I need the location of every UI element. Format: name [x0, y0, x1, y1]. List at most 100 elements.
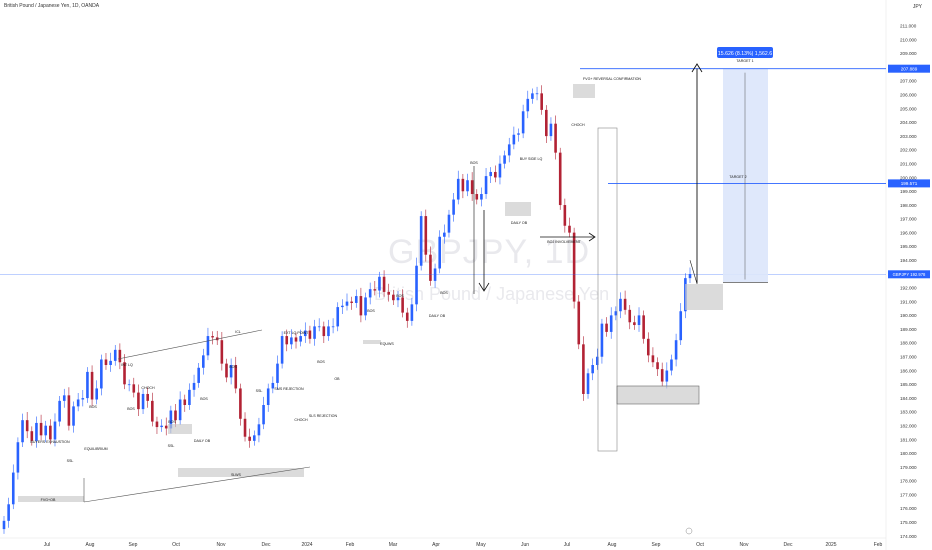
- demand-box: [616, 385, 700, 405]
- candle-body: [484, 176, 488, 195]
- candle-body: [95, 388, 99, 400]
- candle-body: [563, 205, 567, 226]
- candle-body: [146, 393, 149, 401]
- candle-body: [336, 307, 340, 327]
- candle-body: [507, 144, 511, 156]
- candle-body: [141, 393, 145, 410]
- candle-body: [549, 123, 553, 137]
- candle-body: [313, 326, 316, 339]
- candle-body: [151, 400, 154, 422]
- x-tick-label: Feb: [874, 542, 883, 548]
- candle-body: [401, 297, 404, 313]
- x-tick-label: May: [476, 542, 486, 548]
- candle-body: [271, 382, 275, 389]
- candle-body: [651, 355, 655, 363]
- candle-body: [100, 359, 103, 389]
- candle-body: [382, 276, 386, 292]
- candle-body: [410, 304, 414, 321]
- candle-body: [266, 388, 270, 405]
- candle-body: [317, 326, 321, 328]
- candle-body: [243, 418, 247, 437]
- target-price-text: 207.889: [901, 66, 918, 71]
- chart-annotation: FVG+ REVERSAL CONFIRMATION: [583, 77, 641, 81]
- candle-body: [327, 326, 330, 337]
- candle-body: [169, 410, 173, 429]
- y-tick-label: 200.000: [900, 175, 917, 180]
- x-tick-label: Oct: [172, 542, 180, 548]
- order-block-zone: [18, 496, 84, 502]
- chart-annotation: BOS: [89, 405, 97, 409]
- y-tick-label: 185.000: [900, 382, 917, 387]
- candle-body: [419, 216, 423, 266]
- candle-body: [521, 111, 525, 134]
- channel-lower-line: [83, 466, 311, 503]
- candle-body: [405, 312, 409, 321]
- chart-annotation: DAILY OB: [429, 314, 446, 318]
- candle-body: [609, 315, 613, 332]
- y-tick-label: 195.000: [900, 244, 917, 249]
- chart-annotation: SSL: [168, 444, 175, 448]
- candle-body: [489, 171, 492, 177]
- candle-body: [674, 340, 678, 360]
- y-tick-label: 175.000: [900, 520, 917, 525]
- chart-annotation: BOS: [396, 294, 404, 298]
- candle-body: [21, 420, 24, 443]
- y-tick-label: 205.000: [900, 106, 917, 111]
- candle-body: [438, 236, 442, 269]
- boj-arrowhead: [588, 232, 596, 242]
- chart-annotation: EQUILIBRIUM: [84, 447, 107, 451]
- y-tick-label: 197.000: [900, 217, 917, 222]
- candle-body: [211, 336, 214, 338]
- candle-body: [290, 337, 293, 345]
- candle-body: [470, 180, 474, 195]
- chart-annotation: BOJ INVOLVEMENT: [547, 240, 581, 244]
- candle-body: [225, 363, 228, 378]
- x-tick-label: 2025: [825, 542, 836, 548]
- candle-body: [545, 109, 548, 137]
- current-price-tag: [888, 270, 930, 279]
- candle-body: [2, 520, 6, 530]
- chart-annotation: BOS: [470, 161, 478, 165]
- chart-annotation: CHOCH: [141, 386, 155, 390]
- order-block-zone: [617, 386, 699, 404]
- x-tick-label: Jul: [44, 542, 50, 548]
- y-tick-label: 183.000: [900, 410, 917, 415]
- candle-body: [582, 344, 585, 394]
- candle-body: [280, 336, 284, 364]
- chart-annotation: BOS: [229, 365, 237, 369]
- candle-body: [526, 98, 530, 112]
- candle-body: [104, 359, 108, 366]
- symbol-header: British Pound / Japanese Yen, 1D, OANDA: [4, 3, 100, 9]
- x-tick-label: Dec: [262, 542, 271, 548]
- chart-annotation: CHOCH: [571, 123, 585, 127]
- y-tick-label: 181.000: [900, 437, 917, 442]
- watermark-name: British Pound / Japanese Yen: [374, 284, 610, 304]
- candle-body: [415, 265, 418, 305]
- candle-body: [229, 365, 233, 378]
- y-tick-label: 198.000: [900, 203, 917, 208]
- y-tick-label: 192.000: [900, 286, 917, 291]
- candle-body: [350, 301, 353, 303]
- candle-body: [600, 323, 604, 357]
- chart-annotation: SLS REJECTION: [309, 414, 338, 418]
- x-tick-label: Aug: [608, 542, 617, 548]
- candle-body: [633, 322, 636, 326]
- candle-body: [155, 421, 159, 428]
- candle-body: [178, 399, 182, 421]
- y-tick-label: 180.000: [900, 451, 917, 456]
- candle-body: [202, 355, 205, 368]
- chart-annotation: SSL: [256, 389, 263, 393]
- candle-body: [322, 326, 326, 337]
- measure-label-text: 15.626 (8.13%) 1,562.6: [718, 51, 772, 57]
- chart-annotation: EXT LQ POINT: [284, 331, 310, 335]
- y-tick-label: 190.000: [900, 313, 917, 318]
- candle-body: [252, 435, 256, 441]
- chart-annotation: TARGET 1: [736, 59, 753, 63]
- chart-annotation: CHOCH: [294, 418, 308, 422]
- candle-body: [535, 93, 539, 95]
- target-zone: [723, 68, 768, 283]
- candle-body: [234, 365, 238, 389]
- candle-body: [7, 504, 10, 521]
- x-tick-label: Jun: [521, 542, 529, 548]
